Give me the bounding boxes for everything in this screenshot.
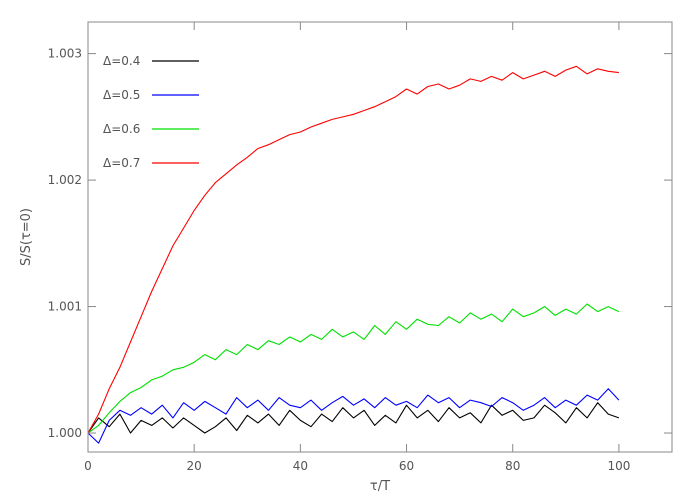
x-tick-label: 0 [84,459,92,473]
y-tick-label: 1.001 [48,300,82,314]
y-tick-label: 1.002 [48,173,82,187]
series-line-3 [87,303,620,434]
legend-label: Δ=0.7 [103,156,140,170]
y-axis-ticks: 1.000 1.001 1.002 1.003 [48,47,672,440]
series-line-4 [87,65,619,434]
y-tick-label: 1.003 [48,47,82,61]
legend: Δ=0.4 Δ=0.5 Δ=0.6 Δ=0.7 [103,54,199,170]
legend-label: Δ=0.4 [103,54,140,68]
x-tick-label: 20 [187,459,202,473]
x-tick-label: 60 [399,459,414,473]
x-tick-label: 100 [607,459,630,473]
x-tick-label: 40 [293,459,308,473]
series-line-2 [87,388,620,444]
x-tick-label: 80 [505,459,520,473]
x-axis-ticks: 0 20 40 60 80 100 [84,22,630,473]
legend-label: Δ=0.5 [103,88,140,102]
x-axis-title: τ/T [370,479,390,494]
series-lines [87,65,620,444]
legend-label: Δ=0.6 [103,122,140,136]
y-axis-title: S/S(τ=0) [19,208,34,266]
plot-frame [87,21,673,453]
y-tick-label: 1.000 [48,426,82,440]
series-line-1 [87,402,620,434]
